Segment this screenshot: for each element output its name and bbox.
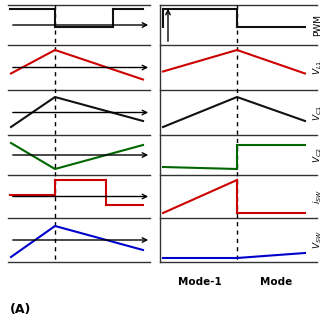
Text: (A): (A) [10, 302, 31, 316]
Text: Mode: Mode [260, 277, 292, 287]
Text: $V_{L1}$: $V_{L1}$ [312, 60, 320, 75]
Text: $V_{SW}$: $V_{SW}$ [312, 231, 320, 249]
Text: Mode-1: Mode-1 [178, 277, 222, 287]
Text: $V_{C2}$: $V_{C2}$ [312, 147, 320, 163]
Text: PWM: PWM [314, 14, 320, 36]
Text: $i_{SW}$: $i_{SW}$ [312, 189, 320, 204]
Text: $V_{C1}$: $V_{C1}$ [312, 104, 320, 121]
